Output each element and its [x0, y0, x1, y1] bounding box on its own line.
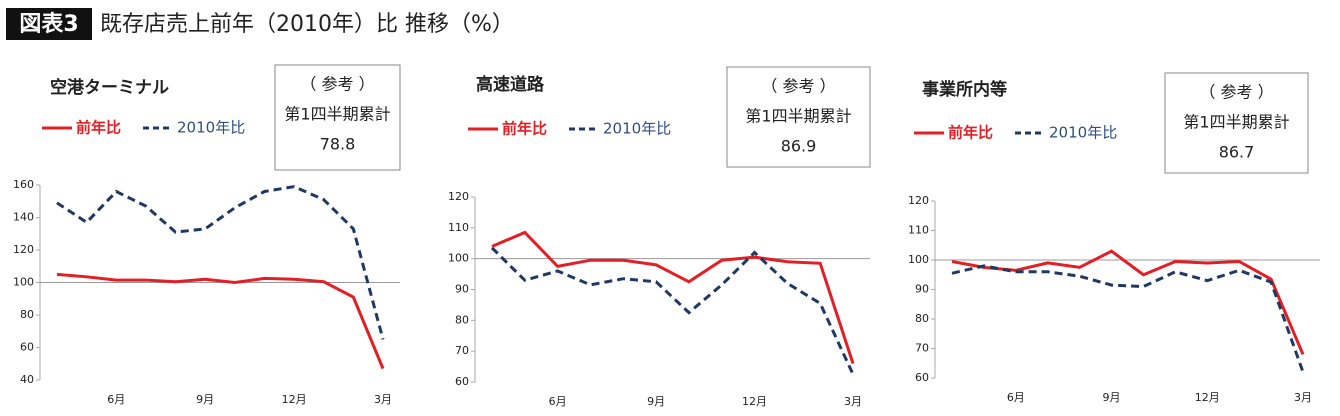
page-title: 既存店売上前年（2010年）比 推移（%） — [100, 12, 514, 37]
y-tick-label: 120 — [13, 243, 34, 256]
legend-label: 2010年比 — [603, 120, 671, 138]
y-tick-label: 90 — [455, 283, 469, 296]
legend-label: 前年比 — [502, 120, 547, 138]
x-tick-label: 3月 — [1294, 391, 1312, 404]
series-line — [490, 246, 855, 375]
y-tick-label: 120 — [448, 190, 469, 203]
note-heading: （ 参考 ） — [300, 75, 374, 94]
series-line — [951, 264, 1305, 373]
x-tick-label: 3月 — [844, 395, 862, 408]
x-tick-label: 9月 — [647, 395, 665, 408]
chart-title: 高速道路 — [476, 74, 545, 95]
y-tick-label: 140 — [13, 211, 34, 224]
note-box — [1164, 72, 1309, 174]
x-tick-label: 6月 — [1007, 391, 1025, 404]
x-tick-label: 9月 — [196, 393, 214, 406]
note-value: 78.8 — [320, 135, 356, 154]
y-tick-label: 80 — [915, 312, 929, 325]
y-tick-label: 80 — [455, 313, 469, 326]
y-tick-label: 100 — [448, 252, 469, 265]
x-tick-label: 12月 — [282, 393, 307, 406]
x-tick-label: 9月 — [1103, 391, 1121, 404]
y-tick-label: 60 — [20, 341, 34, 354]
y-tick-label: 110 — [908, 224, 929, 237]
note-label: 第1四半期累計 — [284, 105, 390, 124]
x-tick-label: 12月 — [1195, 391, 1220, 404]
note-heading: （ 参考 ） — [1199, 83, 1273, 102]
legend-label: 前年比 — [948, 124, 993, 142]
series-line — [491, 230, 855, 364]
y-tick-label: 60 — [455, 375, 469, 388]
chart-title: 空港ターミナル — [50, 77, 169, 98]
badge: 図表3 — [19, 12, 78, 37]
note-label: 第1四半期累計 — [745, 107, 851, 126]
note-box — [726, 66, 871, 168]
legend-label: 2010年比 — [177, 119, 245, 137]
y-tick-label: 160 — [13, 178, 34, 191]
y-tick-label: 120 — [908, 194, 929, 207]
note-value: 86.7 — [1219, 143, 1255, 162]
note-value: 86.9 — [781, 137, 817, 156]
note-box — [274, 64, 401, 171]
series-line — [951, 249, 1305, 355]
y-tick-label: 110 — [448, 221, 469, 234]
x-tick-label: 6月 — [107, 393, 125, 406]
chart-title: 事業所内等 — [922, 79, 1007, 100]
y-tick-label: 80 — [20, 308, 34, 321]
note-heading: （ 参考 ） — [761, 77, 835, 96]
x-tick-label: 12月 — [742, 395, 767, 408]
legend-label: 2010年比 — [1049, 124, 1117, 142]
x-tick-label: 6月 — [549, 395, 567, 408]
legend-label: 前年比 — [76, 119, 121, 137]
y-tick-label: 70 — [915, 342, 929, 355]
y-tick-label: 100 — [908, 253, 929, 266]
y-tick-label: 100 — [13, 276, 34, 289]
y-tick-label: 60 — [915, 371, 929, 384]
note-label: 第1四半期累計 — [1183, 113, 1289, 132]
y-tick-label: 70 — [455, 344, 469, 357]
series-line — [56, 272, 385, 370]
y-tick-label: 90 — [915, 283, 929, 296]
badge-bg — [6, 8, 92, 40]
y-tick-label: 40 — [20, 373, 34, 386]
x-tick-label: 3月 — [374, 393, 392, 406]
series-line — [56, 185, 385, 340]
